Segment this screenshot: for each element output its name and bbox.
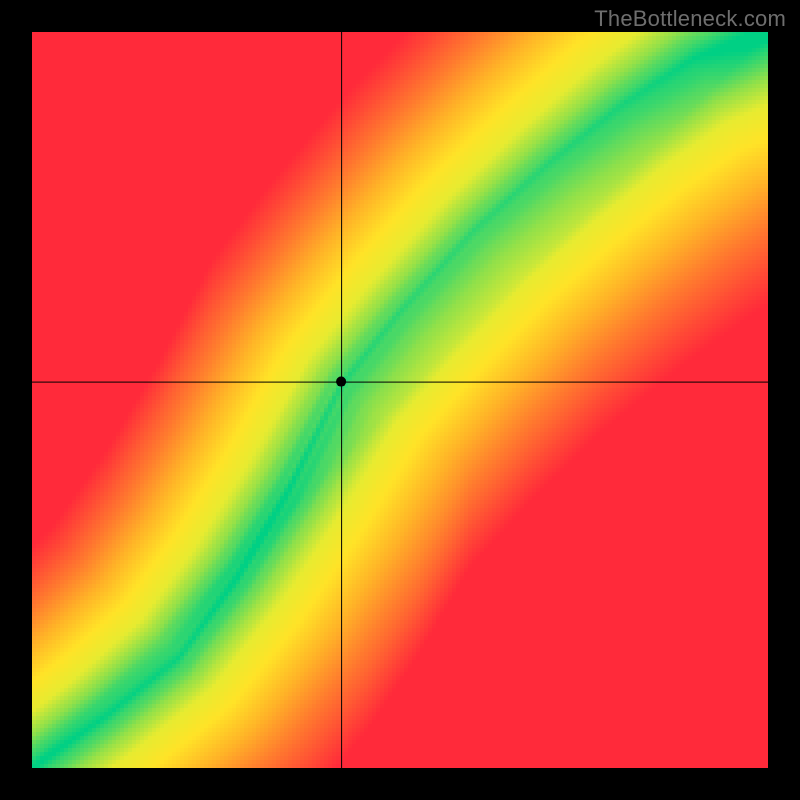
watermark-text: TheBottleneck.com [594, 6, 786, 32]
heatmap-plot [32, 32, 768, 768]
chart-container: TheBottleneck.com [0, 0, 800, 800]
heatmap-canvas [32, 32, 768, 768]
